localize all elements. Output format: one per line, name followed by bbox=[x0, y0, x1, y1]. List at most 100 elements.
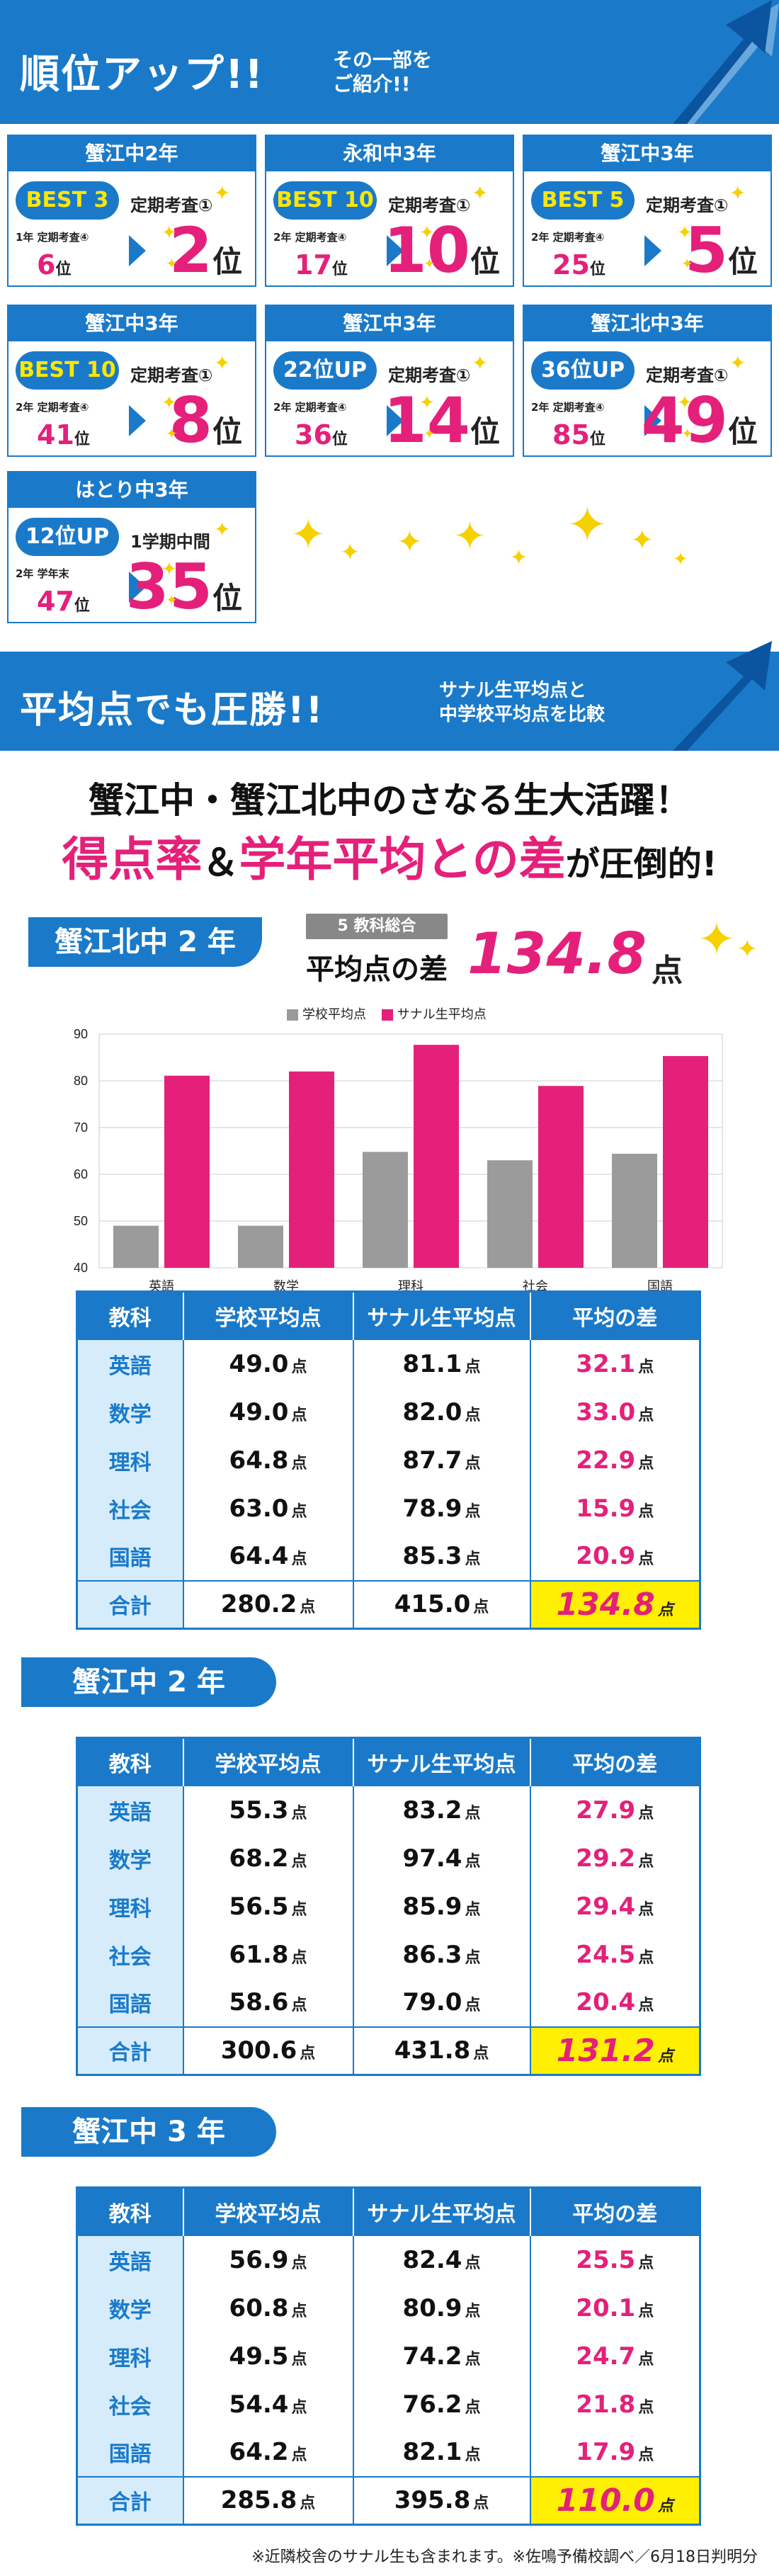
arrow-right-icon bbox=[387, 235, 404, 266]
score-cell: 86.3 点 bbox=[353, 1930, 531, 1979]
score-cell: 20.1 点 bbox=[530, 2283, 701, 2332]
score-unit: 点 bbox=[291, 2446, 307, 2464]
score-cell: 76.2 点 bbox=[353, 2380, 531, 2429]
card-before-rank-value: 85 bbox=[552, 419, 590, 450]
total-unit: 点 bbox=[300, 2045, 316, 2063]
score-cell: 74.2 点 bbox=[353, 2332, 531, 2381]
card-exam: 1学期中間 bbox=[130, 532, 210, 552]
legend-label-sanaru: サナル生平均点 bbox=[397, 1007, 487, 1022]
card-after-rank-unit: 位 bbox=[212, 414, 242, 449]
summary-value: 134.8 bbox=[467, 921, 647, 987]
score-unit: 点 bbox=[465, 2446, 481, 2464]
score-cell: 85.9 点 bbox=[353, 1882, 531, 1931]
card-before-exam: 2年 定期考査④ bbox=[273, 401, 347, 414]
score-unit: 点 bbox=[291, 1454, 307, 1473]
score-unit: 点 bbox=[291, 1502, 307, 1521]
score-unit: 点 bbox=[638, 1502, 654, 1521]
subject-cell: 理科 bbox=[76, 1436, 184, 1485]
score-unit: 点 bbox=[465, 1454, 481, 1473]
headline-2-part-b: 学年平均との差 bbox=[239, 832, 566, 887]
arrow-right-icon bbox=[129, 405, 146, 436]
score-unit: 点 bbox=[638, 2254, 654, 2272]
bar-sanaru bbox=[289, 1071, 334, 1268]
score-value: 21.8 bbox=[576, 2390, 636, 2419]
score-unit: 点 bbox=[465, 2254, 481, 2272]
score-cell: 58.6 点 bbox=[183, 1978, 354, 2027]
x-tick-label: 国語 bbox=[647, 1279, 673, 1293]
score-value: 64.2 bbox=[229, 2438, 289, 2466]
bar-sanaru bbox=[538, 1086, 584, 1268]
card-after-rank-unit: 位 bbox=[727, 244, 758, 279]
score-unit: 点 bbox=[638, 1406, 654, 1424]
x-tick-label: 理科 bbox=[398, 1279, 423, 1293]
score-cell: 22.9 点 bbox=[530, 1436, 701, 1485]
card-before-rank-unit: 位 bbox=[331, 431, 348, 448]
rank-card: 蟹江中2年 BEST 3 定期考査① 1年 定期考査④ 6位 2位 ✦ ✦ ✦ bbox=[7, 135, 256, 287]
sparkle-icon: ✦ bbox=[681, 425, 693, 442]
bar-sanaru bbox=[663, 1056, 708, 1268]
table-header: 平均の差 bbox=[530, 1291, 701, 1340]
card-after-rank-value: 2 bbox=[169, 214, 212, 287]
score-unit: 点 bbox=[465, 1852, 481, 1871]
bar-sanaru bbox=[164, 1075, 210, 1268]
score-unit: 点 bbox=[465, 2398, 481, 2417]
x-tick-label: 英語 bbox=[149, 1279, 174, 1293]
score-unit: 点 bbox=[465, 1804, 481, 1822]
arrow-right-icon bbox=[644, 405, 661, 436]
sparkle-icon: ✦ bbox=[214, 181, 231, 205]
subject-cell: 英語 bbox=[76, 1786, 184, 1834]
sparkle-icon: ✦ bbox=[290, 510, 326, 560]
table-total-row: 合計 300.6 点 431.8 点 131.2 点 bbox=[76, 2026, 701, 2075]
card-after-rank: 10位 bbox=[384, 215, 500, 297]
card-school: はとり中3年 bbox=[8, 472, 255, 508]
card-badge: BEST 3 bbox=[16, 181, 119, 220]
average-title: 平均点でも圧勝!! bbox=[20, 689, 324, 732]
sparkle-icon: ✦ bbox=[340, 538, 360, 567]
score-value: 82.1 bbox=[402, 2438, 462, 2466]
rank-card: 蟹江北中3年 36位UP 定期考査① 2年 定期考査④ 85位 49位 ✦ ✦ ✦ bbox=[523, 305, 772, 457]
total-cell: 431.8 点 bbox=[353, 2026, 531, 2075]
score-value: 49.5 bbox=[229, 2342, 289, 2371]
score-value: 17.9 bbox=[576, 2438, 636, 2466]
table-total-row: 合計 285.8 点 395.8 点 110.0 点 bbox=[76, 2475, 701, 2525]
score-unit: 点 bbox=[465, 1948, 481, 1967]
table-header: 教科 bbox=[76, 2187, 184, 2236]
sparkle-icon: ✦ bbox=[729, 181, 746, 205]
score-cell: 64.8 点 bbox=[183, 1436, 354, 1485]
total-cell: 300.6 点 bbox=[183, 2026, 354, 2075]
score-unit: 点 bbox=[638, 2302, 654, 2320]
card-before-exam: 2年 学年末 bbox=[16, 567, 69, 580]
score-cell: 20.9 点 bbox=[530, 1532, 701, 1581]
table-row: 国語 64.2 点 82.1 点 17.9 点 bbox=[76, 2428, 701, 2477]
total-cell: 415.0 点 bbox=[353, 1579, 531, 1629]
bar-school bbox=[238, 1225, 283, 1268]
score-cell: 68.2 点 bbox=[183, 1834, 354, 1883]
card-after-rank: 8位 bbox=[169, 385, 242, 467]
sparkle-icon: ✦ bbox=[166, 425, 178, 442]
ranking-subtitle-line1: その一部を bbox=[333, 48, 433, 72]
score-value: 85.9 bbox=[402, 1892, 462, 1921]
score-value: 58.6 bbox=[229, 1988, 289, 2016]
sparkle-icon: ✦ bbox=[161, 222, 177, 244]
score-unit: 点 bbox=[291, 2398, 307, 2417]
table-header: サナル生平均点 bbox=[353, 2187, 531, 2236]
score-unit: 点 bbox=[465, 1502, 481, 1521]
score-cell: 82.0 点 bbox=[353, 1388, 531, 1436]
sparkle-icon: ✦ bbox=[161, 392, 177, 414]
score-value: 33.0 bbox=[576, 1397, 636, 1426]
card-before-rank-unit: 位 bbox=[74, 431, 90, 448]
score-unit: 点 bbox=[638, 2398, 654, 2417]
score-value: 29.4 bbox=[576, 1892, 636, 1921]
card-before-exam: 2年 定期考査④ bbox=[531, 401, 605, 414]
card-before-rank: 41位 bbox=[37, 419, 90, 450]
total-value: 280.2 bbox=[220, 1590, 297, 1619]
summary-unit: 点 bbox=[652, 953, 683, 989]
table-row: 理科 56.5 点 85.9 点 29.4 点 bbox=[76, 1882, 701, 1931]
score-value: 32.1 bbox=[576, 1349, 636, 1378]
score-unit: 点 bbox=[638, 1358, 654, 1376]
card-after-rank: 14位 bbox=[384, 385, 500, 467]
card-school: 蟹江中3年 bbox=[8, 306, 255, 341]
sparkle-icon: ✦ bbox=[677, 222, 693, 244]
bar-school bbox=[363, 1152, 408, 1268]
score-value: 79.0 bbox=[402, 1988, 462, 2016]
